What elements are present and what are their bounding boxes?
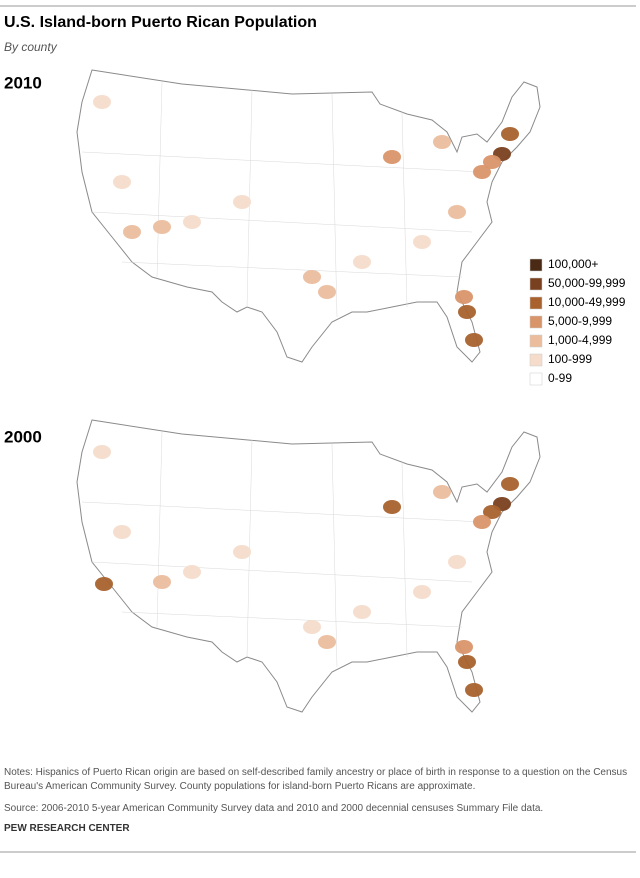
county-cluster [353, 255, 371, 269]
county-cluster [448, 205, 466, 219]
county-cluster [501, 127, 519, 141]
legend-label: 50,000-99,999 [548, 276, 626, 290]
county-cluster [473, 515, 491, 529]
map-2010 [76, 69, 541, 363]
legend-swatch [529, 315, 543, 329]
county-cluster [473, 165, 491, 179]
legend: 100,000+ 50,000-99,999 10,000-49,999 5,000-… [529, 257, 626, 386]
footer: PEW RESEARCH CENTER [4, 823, 130, 834]
county-cluster [483, 505, 501, 519]
county-cluster [465, 683, 483, 697]
county-cluster [465, 333, 483, 347]
subtitle: By county [4, 40, 58, 54]
legend-swatch [529, 258, 543, 272]
county-cluster [233, 195, 251, 209]
county-cluster [455, 290, 473, 304]
county-cluster [501, 477, 519, 491]
county-cluster [93, 445, 111, 459]
county-cluster [433, 135, 451, 149]
county-cluster [303, 270, 321, 284]
county-cluster [318, 635, 336, 649]
county-cluster [113, 525, 131, 539]
legend-swatch [529, 372, 543, 386]
legend-label: 100,000+ [548, 257, 598, 271]
county-cluster [153, 220, 171, 234]
legend-swatch [529, 334, 543, 348]
county-cluster [183, 215, 201, 229]
county-cluster [383, 150, 401, 164]
county-cluster [413, 585, 431, 599]
county-cluster [448, 555, 466, 569]
map-label: 2010 [4, 73, 42, 92]
county-cluster [455, 640, 473, 654]
county-cluster [95, 577, 113, 591]
legend-label: 5,000-9,999 [548, 314, 612, 328]
map-label: 2000 [4, 427, 42, 446]
county-cluster [318, 285, 336, 299]
county-cluster [233, 545, 251, 559]
county-cluster [183, 565, 201, 579]
county-cluster [483, 155, 501, 169]
county-cluster [458, 655, 476, 669]
county-cluster [113, 175, 131, 189]
county-cluster [303, 620, 321, 634]
legend-swatch [529, 353, 543, 367]
county-cluster [353, 605, 371, 619]
title: U.S. Island-born Puerto Rican Population [4, 14, 317, 31]
county-cluster [433, 485, 451, 499]
notes-box: Notes: Hispanics of Puerto Rican origin … [4, 766, 634, 836]
legend-label: 10,000-49,999 [548, 295, 626, 309]
text-block: Notes: Hispanics of Puerto Rican origin … [4, 766, 634, 836]
county-cluster [413, 235, 431, 249]
county-cluster [93, 95, 111, 109]
notes: Notes: Hispanics of Puerto Rican origin … [4, 767, 628, 792]
county-cluster [123, 225, 141, 239]
legend-label: 100-999 [548, 352, 592, 366]
legend-label: 0-99 [548, 371, 572, 385]
map-2000 [76, 419, 541, 713]
legend-label: 1,000-4,999 [548, 333, 612, 347]
legend-swatch [529, 277, 543, 291]
county-cluster [153, 575, 171, 589]
legend-swatch [529, 296, 543, 310]
county-cluster [383, 500, 401, 514]
county-cluster [458, 305, 476, 319]
source: Source: 2006-2010 5-year American Commun… [4, 803, 544, 814]
